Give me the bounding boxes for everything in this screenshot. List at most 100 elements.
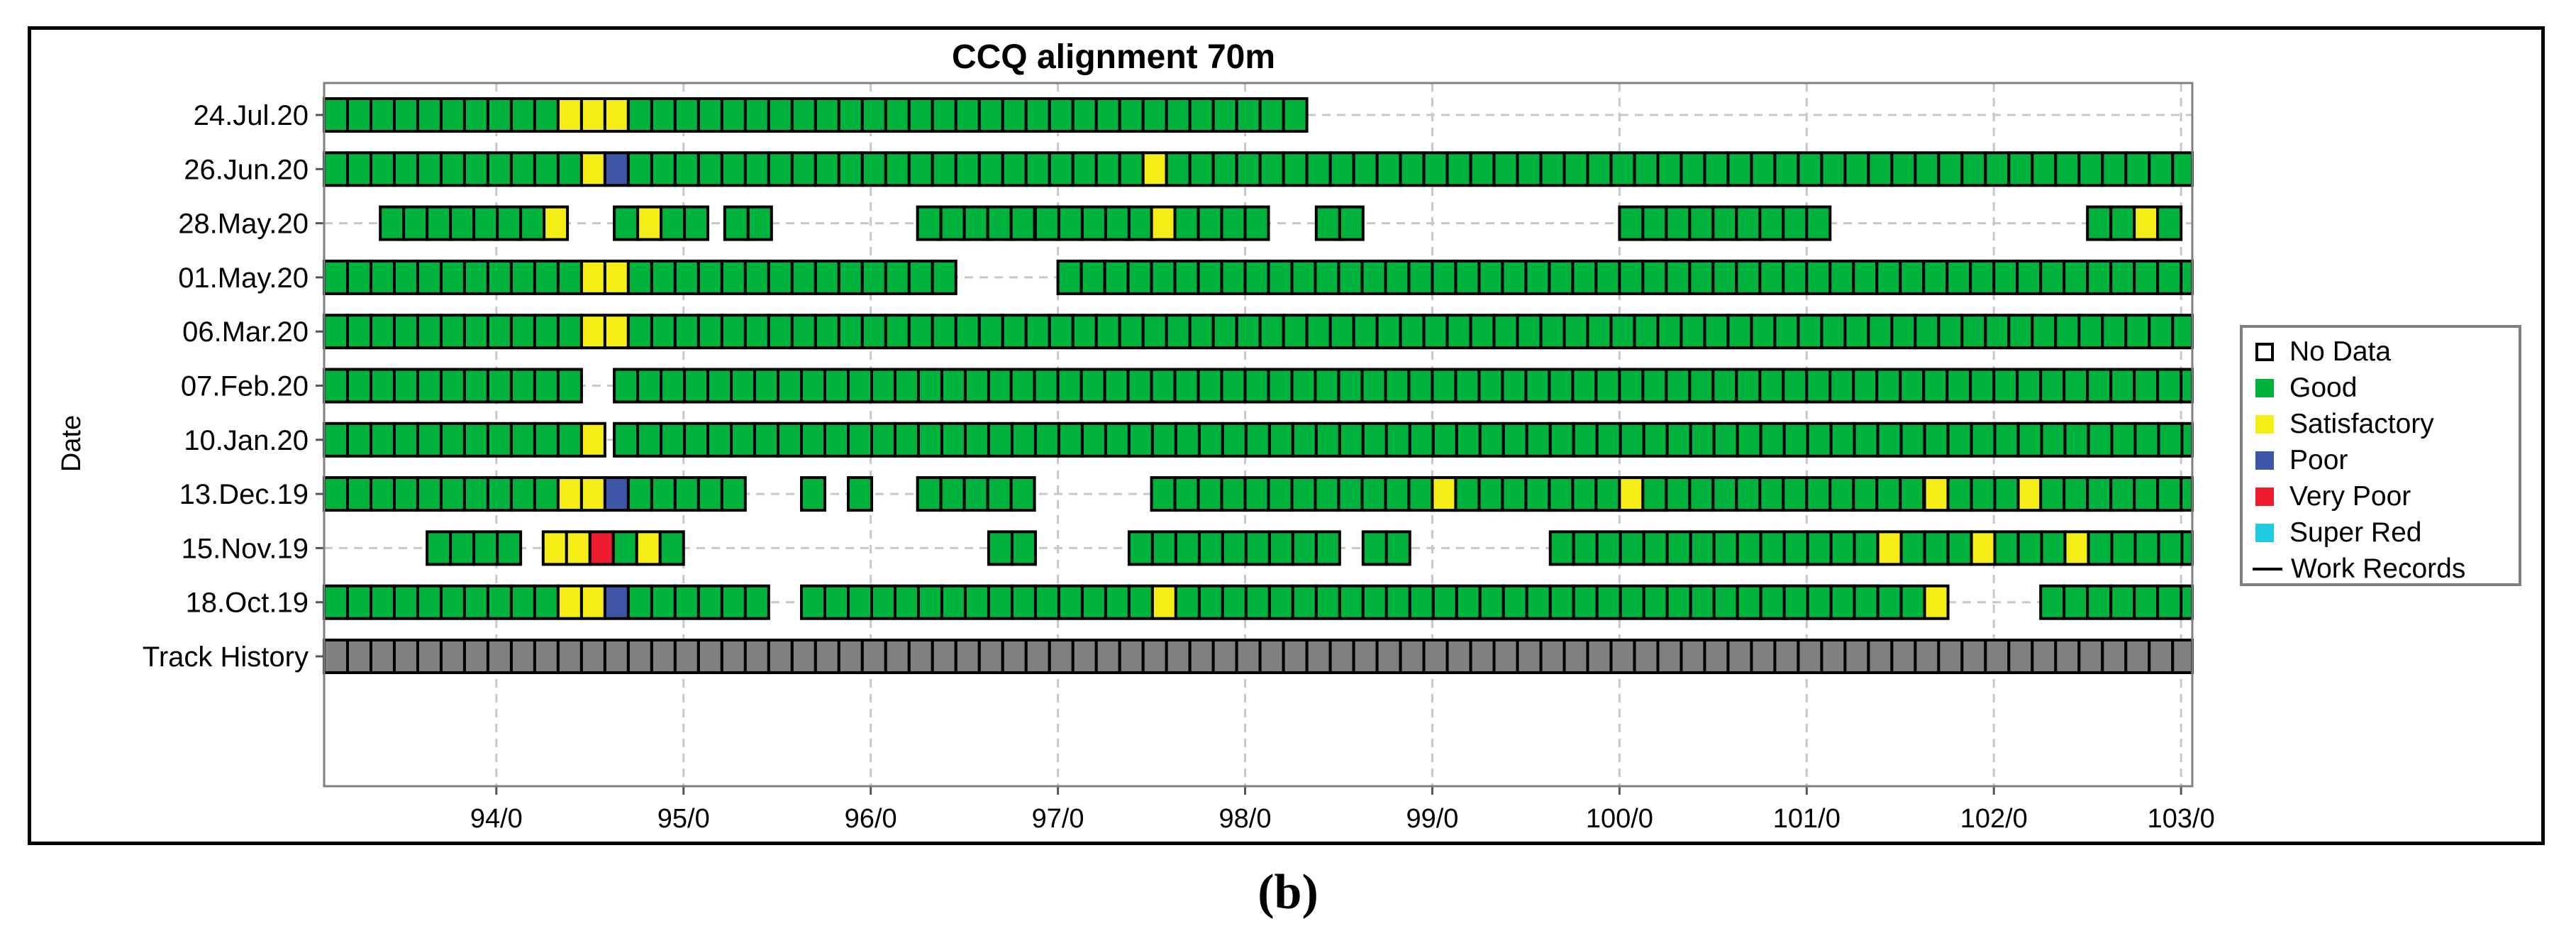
segment bbox=[1773, 151, 1800, 187]
segment bbox=[846, 476, 873, 512]
segment bbox=[462, 259, 489, 295]
segment bbox=[392, 259, 419, 295]
segment bbox=[1407, 259, 1434, 295]
segment bbox=[1525, 584, 1552, 620]
segment bbox=[1524, 476, 1551, 512]
segment bbox=[565, 530, 592, 566]
segment bbox=[1969, 368, 1996, 404]
segment bbox=[323, 476, 349, 512]
segment bbox=[1384, 530, 1411, 566]
segment bbox=[1712, 530, 1739, 566]
segment bbox=[416, 97, 443, 133]
segment bbox=[767, 639, 794, 674]
x-tick-label: 99/0 bbox=[1406, 804, 1458, 834]
segment bbox=[860, 151, 887, 187]
segment bbox=[556, 639, 583, 674]
segment bbox=[1010, 421, 1037, 458]
segment bbox=[1080, 205, 1107, 241]
segment bbox=[823, 368, 850, 404]
segment bbox=[1899, 368, 1926, 404]
segment bbox=[1890, 314, 1917, 350]
segment bbox=[369, 259, 396, 295]
segment bbox=[860, 97, 887, 133]
segment bbox=[2171, 639, 2194, 674]
legend-item-no-data: No Data bbox=[2250, 334, 2511, 370]
segment bbox=[1594, 368, 1621, 404]
segment bbox=[392, 314, 419, 350]
segment bbox=[1071, 639, 1098, 674]
segment bbox=[1314, 259, 1340, 295]
inspection-row bbox=[323, 314, 2194, 350]
segment bbox=[1992, 259, 2019, 295]
segment bbox=[392, 421, 419, 458]
segment bbox=[814, 639, 840, 674]
segment bbox=[1890, 151, 1917, 187]
segment bbox=[1094, 639, 1121, 674]
segment bbox=[1937, 151, 1964, 187]
segment bbox=[1923, 421, 1950, 458]
segment bbox=[2171, 151, 2194, 187]
segment bbox=[1188, 639, 1215, 674]
segment bbox=[1103, 259, 1130, 295]
segment bbox=[1258, 97, 1285, 133]
x-tick-label: 97/0 bbox=[1032, 804, 1084, 834]
segment bbox=[743, 97, 770, 133]
segment bbox=[1243, 259, 1270, 295]
segment bbox=[1024, 314, 1051, 350]
segment bbox=[1033, 368, 1060, 404]
segment bbox=[1197, 530, 1224, 566]
segment bbox=[1703, 314, 1730, 350]
segment bbox=[1431, 368, 1458, 404]
segment bbox=[1243, 368, 1270, 404]
segment bbox=[2016, 530, 2043, 566]
segment bbox=[1736, 421, 1762, 458]
segment bbox=[1595, 421, 1622, 458]
segment bbox=[720, 314, 747, 350]
segment bbox=[603, 476, 630, 512]
segment bbox=[2157, 421, 2184, 458]
segment bbox=[1197, 421, 1224, 458]
segment bbox=[1759, 584, 1786, 620]
segment bbox=[907, 259, 934, 295]
segment bbox=[1524, 259, 1551, 295]
segment bbox=[1562, 639, 1589, 674]
segment bbox=[1174, 584, 1201, 620]
segment bbox=[1360, 259, 1387, 295]
segment bbox=[1993, 530, 2020, 566]
segment bbox=[2180, 584, 2194, 620]
segment bbox=[1736, 530, 1762, 566]
segment bbox=[1890, 639, 1917, 674]
inspection-row bbox=[323, 151, 2194, 187]
chart-title: CCQ alignment 70m bbox=[952, 38, 1275, 76]
segment bbox=[1945, 368, 1972, 404]
segment bbox=[533, 639, 560, 674]
segment bbox=[1899, 530, 1926, 566]
segment bbox=[449, 205, 476, 241]
segment bbox=[2180, 530, 2194, 566]
segment bbox=[2031, 151, 2058, 187]
segment bbox=[1267, 421, 1294, 458]
segment bbox=[683, 368, 710, 404]
segment bbox=[1923, 530, 1950, 566]
segment bbox=[777, 368, 804, 404]
segment bbox=[650, 476, 677, 512]
segment bbox=[1937, 639, 1964, 674]
segment bbox=[416, 421, 443, 458]
segment bbox=[1548, 584, 1575, 620]
segment bbox=[846, 421, 873, 458]
segment bbox=[1220, 476, 1247, 512]
segment bbox=[1820, 151, 1847, 187]
y-tick-label: 28.May.20 bbox=[178, 209, 309, 240]
segment bbox=[486, 259, 513, 295]
segment bbox=[1618, 205, 1645, 241]
segment bbox=[603, 314, 630, 350]
segment bbox=[1150, 530, 1177, 566]
segment bbox=[1057, 205, 1084, 241]
inspection-row bbox=[323, 421, 2194, 458]
segment bbox=[1337, 368, 1364, 404]
segment bbox=[1258, 639, 1285, 674]
segment bbox=[837, 259, 864, 295]
segment bbox=[962, 205, 989, 241]
segment bbox=[1875, 476, 1902, 512]
segment bbox=[402, 205, 429, 241]
